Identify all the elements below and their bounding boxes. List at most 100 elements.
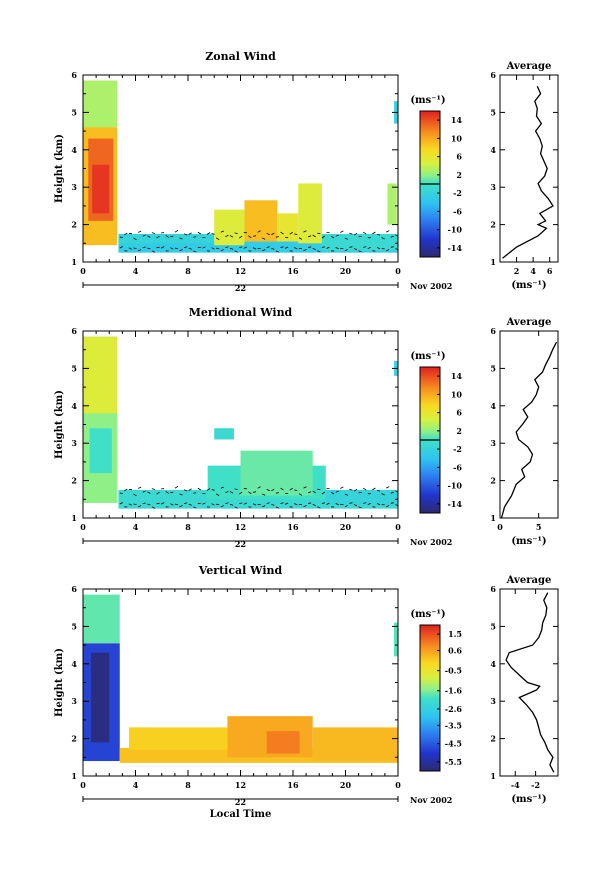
colorbar-unit: (ms⁻¹) [410, 351, 445, 362]
profile-y-tick-label: 2 [490, 734, 496, 744]
x-tick-label: 4 [133, 266, 139, 276]
profile-title: Average [506, 61, 552, 72]
y-tick-label: 3 [71, 438, 77, 448]
colorbar-tick-label: 2 [456, 426, 462, 436]
x-tick-label: 0 [80, 780, 86, 790]
colorbar [419, 624, 441, 772]
colorbar-tick-label: 14 [451, 371, 463, 381]
profile-unit: (ms⁻¹) [511, 280, 546, 291]
heatmap-cell [214, 209, 245, 246]
heatmap-cell [118, 241, 398, 253]
heatmap-cell [266, 731, 300, 754]
profile-y-tick-label: 5 [490, 621, 496, 631]
heatmap-cell [118, 233, 215, 244]
profile-x-tick-label: 2 [514, 266, 520, 276]
x-tick-label: 8 [185, 780, 191, 790]
panel-title: Meridional Wind [189, 306, 293, 319]
x-tick-label: 4 [133, 780, 139, 790]
x-tick-label: 0 [80, 522, 86, 532]
y-tick-label: 4 [71, 145, 77, 155]
y-axis-title: Height (km) [54, 390, 65, 459]
x-tick-label: 20 [340, 780, 352, 790]
colorbar-tick-label: -14 [448, 499, 463, 509]
x-tick-label: 12 [235, 266, 246, 276]
profile-frame [499, 588, 559, 777]
colorbar-tick-label: -10 [448, 481, 463, 491]
profile-frame [499, 74, 559, 263]
profile-y-tick-label: 1 [490, 771, 496, 781]
heatmap-cell [394, 622, 398, 657]
x-tick-label: 0 [80, 266, 86, 276]
x-tick-label: 0 [395, 522, 401, 532]
colorbar-tick-label: 6 [456, 152, 462, 162]
heatmap-cell [83, 80, 118, 128]
contour-line [119, 486, 399, 509]
profile-x-tick-label: 5 [536, 522, 542, 532]
profile-panel: Average 1 2 3 4 5 6 0 5 (ms⁻¹) [490, 317, 559, 547]
colorbar-tick-label: 10 [451, 133, 463, 143]
y-tick-label: 6 [71, 584, 77, 594]
y-tick-label: 5 [71, 621, 77, 631]
x-tick-label: 0 [395, 266, 401, 276]
colorbar-tick-label: -1.6 [445, 686, 463, 696]
colorbar-tick-label: 14 [451, 115, 463, 125]
y-tick-label: 4 [71, 401, 77, 411]
profile-title: Average [506, 317, 552, 328]
x-tick-label: 16 [287, 266, 299, 276]
colorbar-tick-label: -2 [453, 188, 462, 198]
heatmap-cell [92, 164, 110, 214]
profile-y-tick-label: 5 [490, 363, 496, 373]
colorbar-tick-label: 1.5 [448, 629, 462, 639]
zero-contour [119, 486, 399, 509]
panel-title: Zonal Wind [205, 50, 276, 63]
date-label: Nov 2002 [410, 795, 452, 805]
profile-y-tick-label: 2 [490, 476, 496, 486]
heatmap-cell [325, 489, 398, 505]
x-tick-label: 8 [185, 266, 191, 276]
colorbar-tick-label: -2.6 [445, 704, 463, 714]
profile-title: Average [506, 575, 552, 586]
profile-y-tick-label: 6 [490, 326, 496, 336]
y-tick-label: 3 [71, 696, 77, 706]
y-axis-title: Height (km) [54, 134, 65, 203]
x-tick-label: 8 [185, 522, 191, 532]
x-axis-title: Local Time [210, 809, 272, 820]
x-tick-label: 20 [340, 266, 352, 276]
y-tick-label: 3 [71, 182, 77, 192]
profile-frame [499, 330, 559, 519]
profile-y-tick-label: 1 [490, 257, 496, 267]
x-tick-label: 16 [287, 780, 299, 790]
heatmap-cell [240, 450, 313, 496]
profile-y-tick-label: 4 [490, 659, 496, 669]
profile-unit: (ms⁻¹) [511, 794, 546, 805]
day-label: 22 [235, 797, 246, 807]
heatmap-cell [128, 727, 228, 750]
heatmap-cell [312, 727, 398, 762]
profile-line [500, 341, 558, 519]
colorbar-tick-label: 10 [451, 389, 463, 399]
colorbar-tick-label: -2 [453, 444, 462, 454]
profile-line [505, 592, 555, 773]
y-tick-label: 5 [71, 107, 77, 117]
y-tick-label: 1 [71, 513, 77, 523]
date-label: Nov 2002 [410, 281, 452, 291]
heatmap-cell [90, 652, 110, 743]
colorbar-tick-label: 2 [456, 170, 462, 180]
profile-x-tick-label: 4 [530, 266, 536, 276]
day-label: 22 [235, 539, 246, 549]
heatmap-cell [214, 428, 234, 440]
x-tick-label: 12 [235, 780, 246, 790]
heatmap-cell [387, 183, 397, 225]
colorbar-tick-label: 6 [456, 408, 462, 418]
profile-x-tick-label: -2 [531, 780, 540, 790]
heatmap-cell [321, 233, 398, 251]
panel-title: Vertical Wind [198, 564, 283, 577]
colorbar-tick-label: -3.5 [445, 720, 462, 730]
heatmap-cells [83, 336, 398, 509]
heatmap-cell [83, 336, 118, 414]
colorbar-tick-label: -4.5 [445, 739, 462, 749]
profile-x-tick-label: 0 [497, 522, 503, 532]
